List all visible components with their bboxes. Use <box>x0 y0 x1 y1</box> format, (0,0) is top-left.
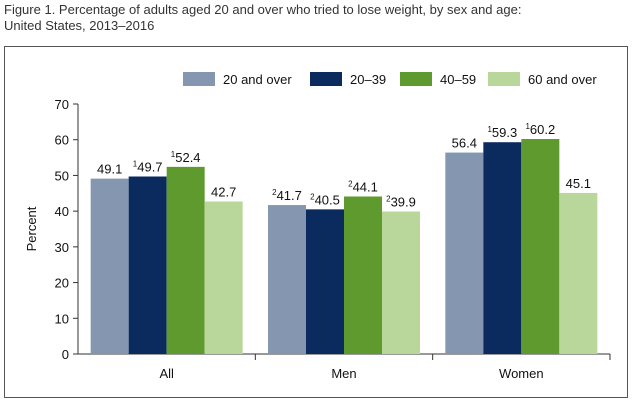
bar-value-label: 152.4 <box>171 150 201 165</box>
bar <box>445 152 484 354</box>
bar-value-label: 244.1 <box>348 180 378 195</box>
y-tick-label: 50 <box>55 168 69 183</box>
y-tick-label: 0 <box>62 347 69 362</box>
bar <box>344 196 382 354</box>
bar <box>128 176 167 354</box>
legend-swatch <box>400 72 432 86</box>
bar <box>382 211 420 354</box>
y-tick-label: 60 <box>55 133 69 148</box>
x-category-label: Women <box>499 366 544 381</box>
bar-value-label: 49.1 <box>97 162 122 177</box>
figure-title: Figure 1. Percentage of adults aged 20 a… <box>4 2 624 34</box>
bar-value-label: 45.1 <box>566 176 591 191</box>
bar-value-label: 42.7 <box>211 185 236 200</box>
bar <box>559 192 598 354</box>
bar-value-label: 159.3 <box>487 125 517 140</box>
y-tick-label: 20 <box>55 276 69 291</box>
legend-label: 20 and over <box>223 72 292 87</box>
x-category-label: All <box>159 366 174 381</box>
bar-value-label: 239.9 <box>386 195 416 210</box>
legend-label: 40–59 <box>440 72 476 87</box>
y-tick-label: 70 <box>55 97 69 112</box>
bar-value-label: 56.4 <box>452 136 477 151</box>
bar-value-label: 160.2 <box>525 122 555 137</box>
bar <box>166 166 205 354</box>
bar-value-label: 241.7 <box>272 188 302 203</box>
x-category-label: Men <box>331 366 356 381</box>
y-tick-label: 10 <box>55 311 69 326</box>
bar <box>306 209 344 354</box>
figure-title-line1: Figure 1. Percentage of adults aged 20 a… <box>4 2 522 17</box>
y-tick-label: 40 <box>55 204 69 219</box>
y-tick-label: 30 <box>55 240 69 255</box>
y-axis-label: Percent <box>24 206 39 251</box>
chart-frame <box>4 46 628 398</box>
bar-value-label: 240.5 <box>310 192 340 207</box>
legend-swatch <box>183 72 215 86</box>
legend-swatch <box>488 72 520 86</box>
bar-value-label: 149.7 <box>133 160 163 175</box>
figure-title-line2: United States, 2013–2016 <box>4 18 155 33</box>
bar <box>90 178 129 354</box>
bar <box>521 139 560 354</box>
legend-label: 60 and over <box>528 72 597 87</box>
bar <box>483 142 522 354</box>
legend-swatch <box>310 72 342 86</box>
bar <box>268 205 306 354</box>
legend-label: 20–39 <box>350 72 386 87</box>
bar <box>204 201 243 354</box>
